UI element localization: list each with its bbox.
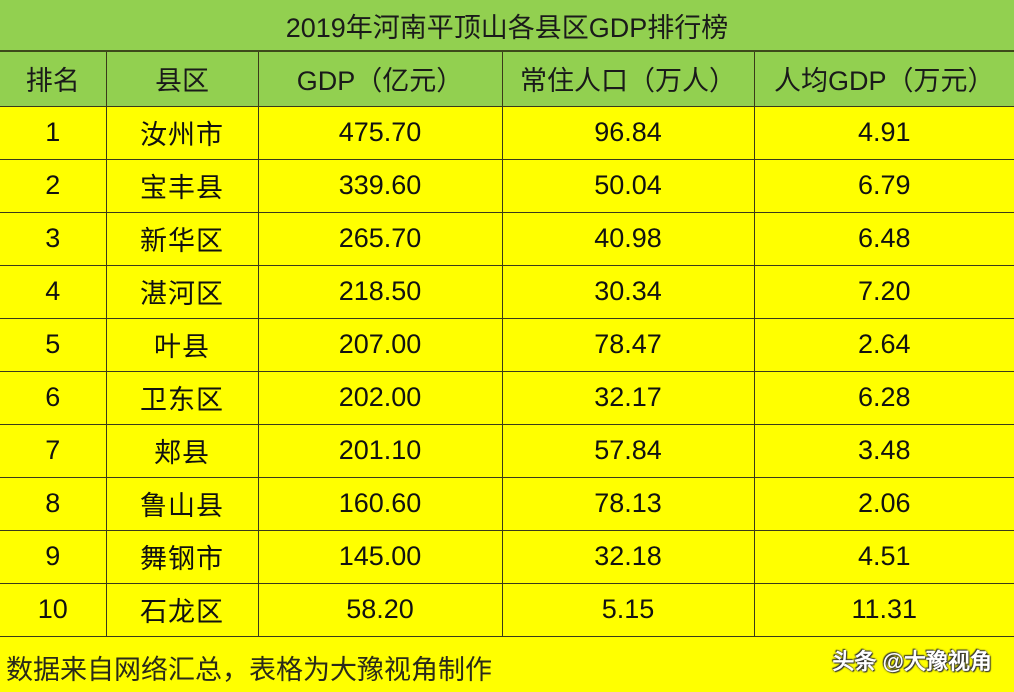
column-header-gdp: GDP（亿元） (257, 52, 503, 107)
rank-cell: 8 (0, 476, 107, 531)
district-cell: 新华区 (105, 211, 259, 266)
column-header-rank: 排名 (0, 52, 107, 107)
table-row: 6 卫东区 202.00 32.17 6.28 (0, 370, 1014, 425)
header-row: 排名 县区 GDP（亿元） 常住人口（万人） 人均GDP（万元） (0, 52, 1014, 107)
per-capita-cell: 4.91 (753, 105, 1014, 160)
gdp-cell: 160.60 (257, 476, 503, 531)
rank-cell: 10 (0, 582, 107, 637)
district-cell: 卫东区 (105, 370, 259, 425)
table-row: 1 汝州市 475.70 96.84 4.91 (0, 105, 1014, 160)
rank-cell: 9 (0, 529, 107, 584)
table-title: 2019年河南平顶山各县区GDP排行榜 (0, 0, 1014, 52)
district-cell: 鲁山县 (105, 476, 259, 531)
rank-cell: 4 (0, 264, 107, 319)
table-row: 7 郏县 201.10 57.84 3.48 (0, 423, 1014, 478)
per-capita-cell: 4.51 (753, 529, 1014, 584)
district-cell: 郏县 (105, 423, 259, 478)
gdp-cell: 201.10 (257, 423, 503, 478)
district-cell: 石龙区 (105, 582, 259, 637)
rank-cell: 1 (0, 105, 107, 160)
rank-cell: 6 (0, 370, 107, 425)
per-capita-cell: 7.20 (753, 264, 1014, 319)
gdp-ranking-table: 排名 县区 GDP（亿元） 常住人口（万人） 人均GDP（万元） 1 汝州市 4… (0, 52, 1014, 637)
column-header-district: 县区 (105, 52, 259, 107)
gdp-cell: 218.50 (257, 264, 503, 319)
district-cell: 舞钢市 (105, 529, 259, 584)
district-cell: 宝丰县 (105, 158, 259, 213)
population-cell: 96.84 (501, 105, 755, 160)
table-row: 4 湛河区 218.50 30.34 7.20 (0, 264, 1014, 319)
per-capita-cell: 6.28 (753, 370, 1014, 425)
rank-cell: 3 (0, 211, 107, 266)
population-cell: 32.18 (501, 529, 755, 584)
district-cell: 湛河区 (105, 264, 259, 319)
table-row: 10 石龙区 58.20 5.15 11.31 (0, 582, 1014, 637)
table-row: 8 鲁山县 160.60 78.13 2.06 (0, 476, 1014, 531)
district-cell: 汝州市 (105, 105, 259, 160)
gdp-cell: 265.70 (257, 211, 503, 266)
gdp-cell: 145.00 (257, 529, 503, 584)
district-cell: 叶县 (105, 317, 259, 372)
table-row: 3 新华区 265.70 40.98 6.48 (0, 211, 1014, 266)
table-row: 5 叶县 207.00 78.47 2.64 (0, 317, 1014, 372)
population-cell: 30.34 (501, 264, 755, 319)
rank-cell: 5 (0, 317, 107, 372)
gdp-cell: 475.70 (257, 105, 503, 160)
source-note: 数据来自网络汇总，表格为大豫视角制作 (6, 655, 492, 685)
column-header-per-capita-gdp: 人均GDP（万元） (753, 52, 1014, 107)
population-cell: 57.84 (501, 423, 755, 478)
population-cell: 78.13 (501, 476, 755, 531)
per-capita-cell: 6.79 (753, 158, 1014, 213)
table-row: 2 宝丰县 339.60 50.04 6.79 (0, 158, 1014, 213)
population-cell: 50.04 (501, 158, 755, 213)
per-capita-cell: 6.48 (753, 211, 1014, 266)
column-header-population: 常住人口（万人） (501, 52, 755, 107)
rank-cell: 7 (0, 423, 107, 478)
per-capita-cell: 2.06 (753, 476, 1014, 531)
footer: 数据来自网络汇总，表格为大豫视角制作 头条 @大豫视角 (0, 640, 1014, 692)
gdp-cell: 207.00 (257, 317, 503, 372)
rank-cell: 2 (0, 158, 107, 213)
per-capita-cell: 3.48 (753, 423, 1014, 478)
population-cell: 32.17 (501, 370, 755, 425)
gdp-cell: 58.20 (257, 582, 503, 637)
watermark: 头条 @大豫视角 (832, 649, 992, 674)
population-cell: 78.47 (501, 317, 755, 372)
population-cell: 40.98 (501, 211, 755, 266)
table-row: 9 舞钢市 145.00 32.18 4.51 (0, 529, 1014, 584)
population-cell: 5.15 (501, 582, 755, 637)
gdp-cell: 339.60 (257, 158, 503, 213)
per-capita-cell: 2.64 (753, 317, 1014, 372)
per-capita-cell: 11.31 (753, 582, 1014, 637)
gdp-cell: 202.00 (257, 370, 503, 425)
